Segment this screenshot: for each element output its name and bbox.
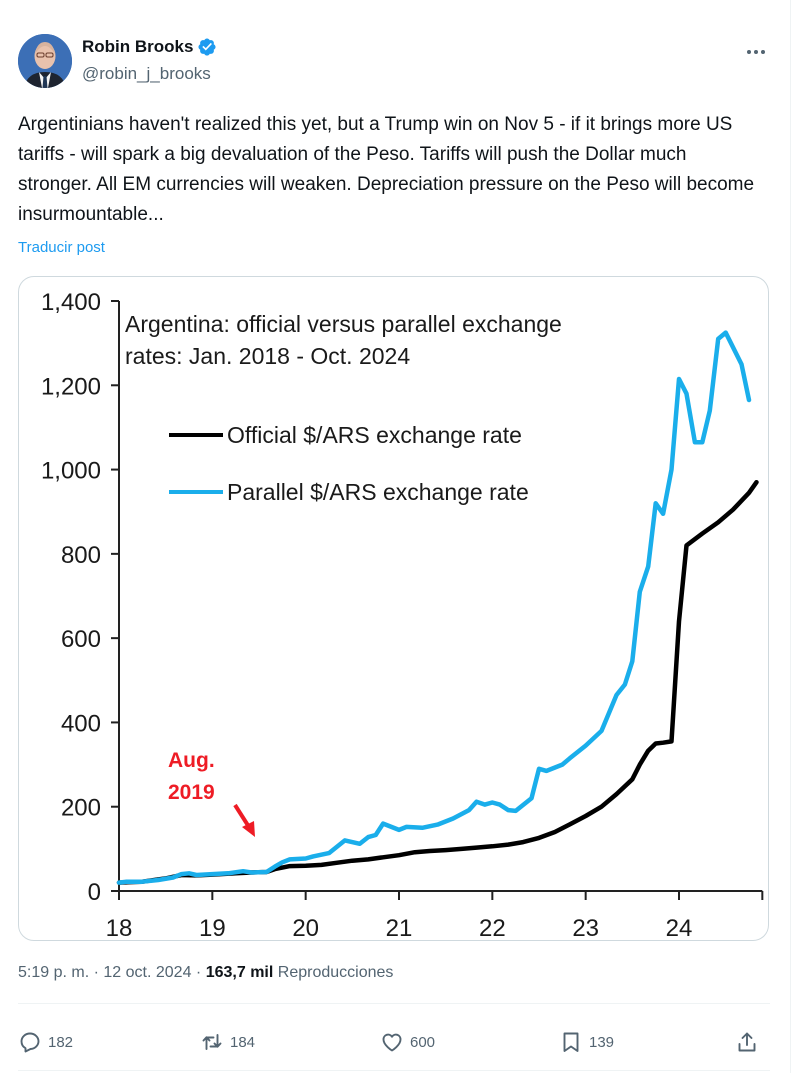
reply-button[interactable]: 182 (18, 1024, 73, 1060)
divider (18, 1070, 770, 1071)
y-tick-label: 600 (61, 626, 101, 653)
chart-title-line-1: Argentina: official versus parallel exch… (125, 311, 562, 337)
more-horizontal-icon (747, 50, 751, 54)
x-tick-label: 24 (666, 915, 693, 941)
views-count: 163,7 mil (205, 964, 274, 981)
annotation-label-line-2: 2019 (168, 781, 215, 804)
like-button[interactable]: 600 (380, 1024, 435, 1060)
parallel-rate-line (116, 330, 752, 885)
chart-title-line-2: rates: Jan. 2018 - Oct. 2024 (125, 343, 410, 369)
share-icon (738, 1032, 756, 1052)
translate-post-link[interactable]: Traducir post (18, 239, 105, 256)
legend-parallel-label: Parallel $/ARS exchange rate (227, 479, 529, 505)
meta-separator: · (93, 964, 99, 981)
like-count: 600 (410, 1033, 436, 1051)
more-dot (761, 50, 765, 54)
more-dot (754, 50, 758, 54)
y-tick-label: 200 (61, 795, 101, 822)
y-tick-label: 1,200 (41, 373, 101, 400)
x-tick-label: 22 (479, 915, 506, 941)
legend-official-label: Official $/ARS exchange rate (227, 422, 522, 448)
avatar[interactable] (18, 34, 72, 88)
repost-button[interactable]: 184 (200, 1024, 255, 1060)
verified-badge-icon (198, 38, 216, 56)
meta-separator: · (195, 964, 202, 981)
column-border (790, 0, 791, 1073)
exchange-rate-chart: 0 200 400 600 800 1,000 1,200 1,400 18 19 20 21 22 23… (41, 289, 764, 941)
annotation-arrow (233, 803, 255, 837)
tweet-date[interactable]: 12 oct. 2024 (103, 964, 192, 981)
x-tick-label: 20 (292, 915, 319, 941)
repost-count: 184 (230, 1033, 256, 1051)
y-tick-label: 800 (61, 542, 101, 569)
bookmark-count: 139 (589, 1033, 615, 1051)
tweet-header: Robin Brooks @robin_j_brooks (18, 34, 778, 90)
tweet-actions: 182 184 600 139 (18, 1024, 770, 1060)
x-tick-label: 19 (199, 915, 226, 941)
y-tick-label: 400 (61, 710, 101, 737)
author-handle[interactable]: @robin_j_brooks (82, 64, 211, 83)
x-tick-label: 18 (106, 915, 133, 941)
bookmark-icon (563, 1032, 579, 1052)
annotation-label-line-1: Aug. (168, 749, 215, 772)
y-tick-label: 1,400 (41, 289, 101, 316)
views-label: Reproducciones (277, 964, 394, 981)
reply-icon (20, 1032, 40, 1053)
author-display-name[interactable]: Robin Brooks (82, 37, 194, 56)
reply-count: 182 (48, 1033, 74, 1051)
repost-icon (202, 1034, 222, 1050)
tweet-time[interactable]: 5:19 p. m. (18, 964, 90, 981)
share-button[interactable] (735, 1024, 759, 1060)
profile-photo-icon (18, 34, 72, 88)
more-options-button[interactable] (744, 42, 768, 62)
y-tick-label: 1,000 (41, 458, 101, 485)
bookmark-button[interactable]: 139 (559, 1024, 614, 1060)
x-tick-label: 21 (386, 915, 413, 941)
divider (18, 1003, 770, 1004)
tweet-text: Argentinians haven't realized this yet, … (18, 114, 755, 225)
x-tick-label: 23 (572, 915, 599, 941)
heart-icon (382, 1033, 402, 1052)
chart-image[interactable]: 0 200 400 600 800 1,000 1,200 1,400 18 19 20 21 22 23… (18, 276, 769, 941)
tweet-meta: 5:19 p. m. · 12 oct. 2024 · 163,7 mil Re… (18, 964, 393, 982)
y-tick-label: 0 (88, 879, 101, 906)
